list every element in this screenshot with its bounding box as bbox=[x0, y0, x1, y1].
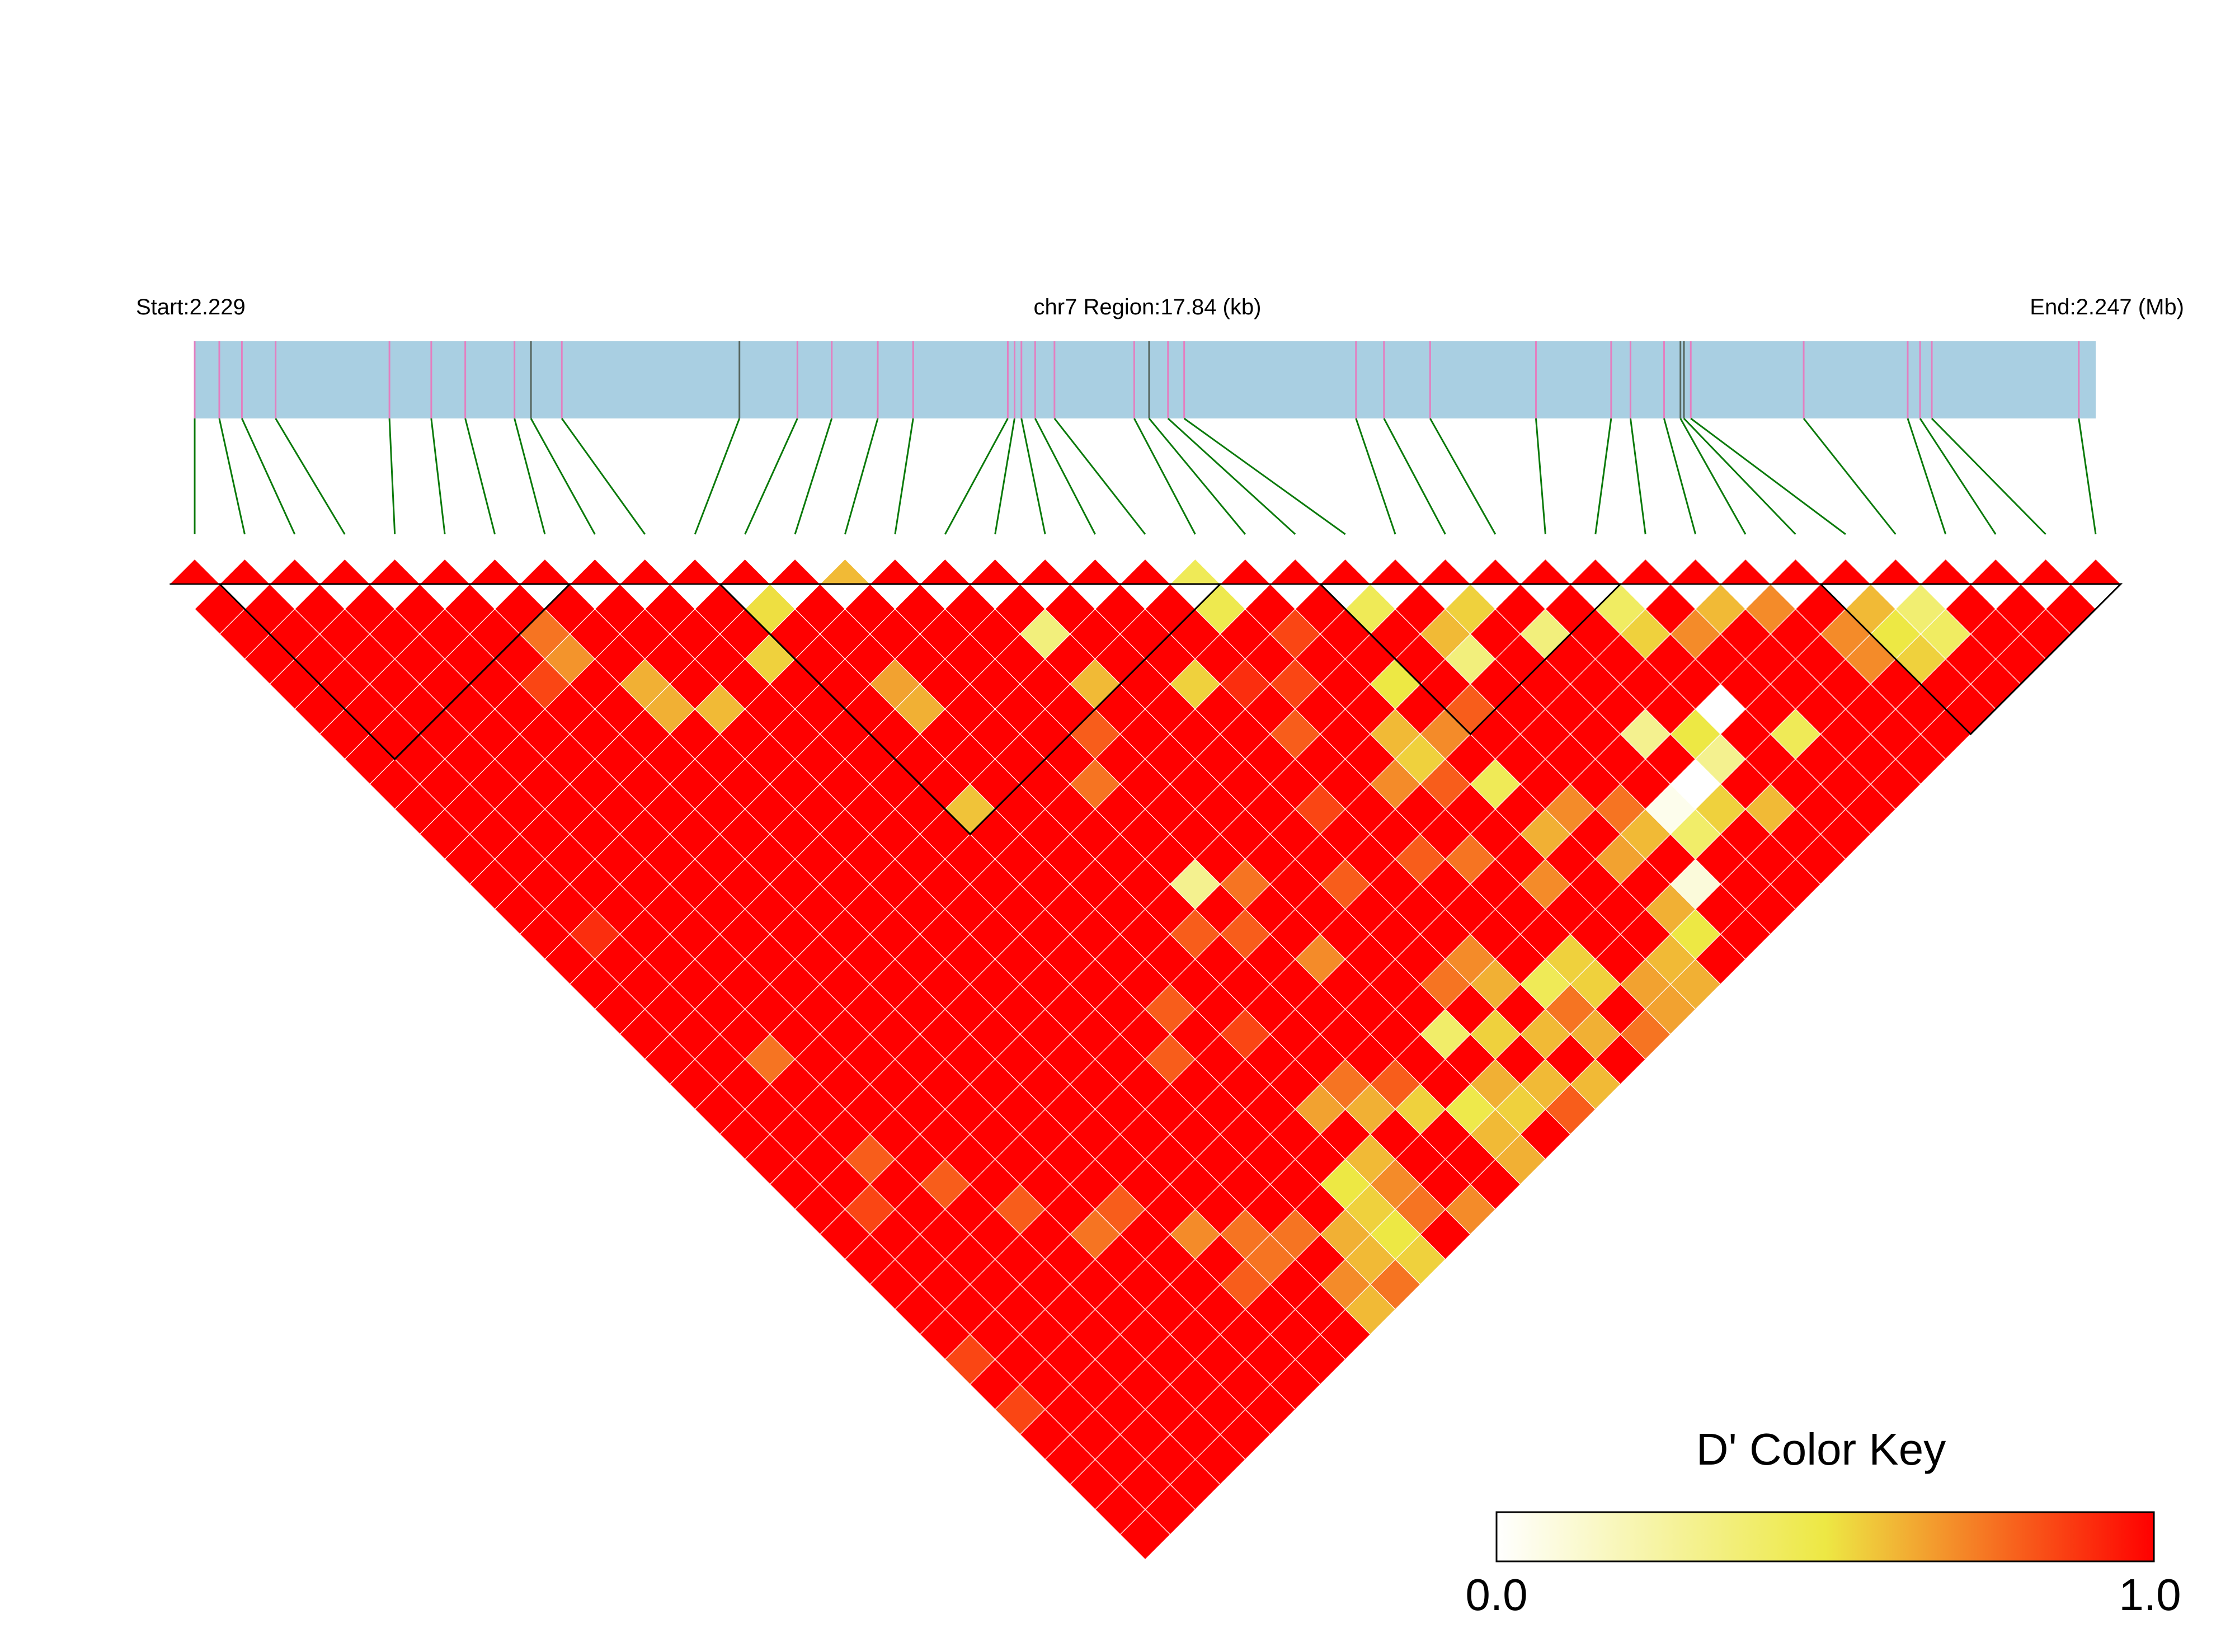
color-key-min-label: 0.0 bbox=[1465, 1570, 1527, 1620]
color-key-gradient-bar bbox=[1497, 1512, 2154, 1561]
chromosome-region-bar bbox=[195, 341, 2096, 418]
snp-position-track bbox=[195, 341, 2096, 418]
region-end-label: End:2.247 (Mb) bbox=[2030, 295, 2184, 319]
region-title-label: chr7 Region:17.84 (kb) bbox=[1034, 295, 1262, 319]
color-key-title: D' Color Key bbox=[1696, 1424, 1946, 1474]
region-start-label: Start:2.229 bbox=[136, 295, 246, 319]
color-key-max-label: 1.0 bbox=[2119, 1570, 2181, 1620]
